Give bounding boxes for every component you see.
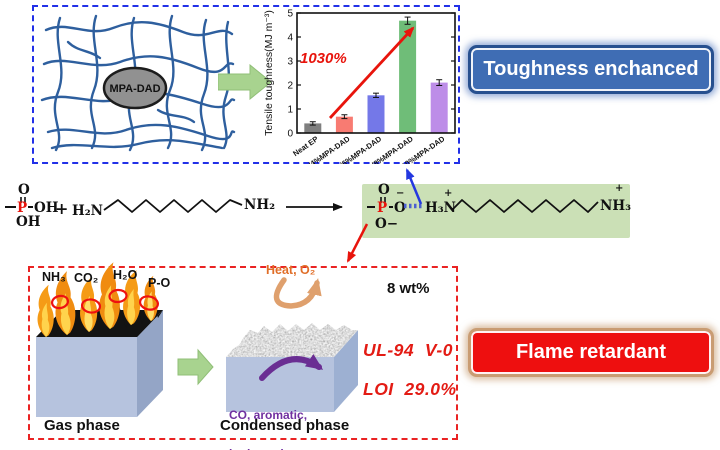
product-molecule: O P O − O− H₃N + NH₃ + bbox=[367, 182, 631, 232]
loi-value: LOI 29.0% bbox=[363, 379, 457, 399]
loading-label: 8 wt% bbox=[387, 280, 430, 297]
heat-arrow-icon bbox=[273, 277, 322, 309]
volatiles-line1: CO, aromatic, bbox=[229, 408, 308, 422]
product-h3n-charge: + bbox=[444, 188, 452, 199]
flame-badge: Flame retardant bbox=[468, 328, 714, 377]
product-chain bbox=[451, 199, 599, 213]
product-o-bridge: O bbox=[394, 200, 406, 216]
heat-o2-label: Heat, O₂ bbox=[266, 263, 316, 277]
svg-text:3: 3 bbox=[287, 57, 293, 68]
burning-cube bbox=[36, 262, 163, 417]
gas-bubble-circles bbox=[50, 288, 160, 314]
flame-figure bbox=[36, 262, 358, 417]
svg-text:4: 4 bbox=[287, 33, 293, 44]
green-arrow-icon bbox=[218, 64, 272, 100]
mpa-dad-ellipse-label: MPA-DAD bbox=[109, 83, 160, 95]
plus-sign: + bbox=[55, 199, 68, 218]
product-p: P bbox=[377, 200, 387, 216]
blue-up-arrow-icon bbox=[405, 168, 423, 205]
toughness-panel bbox=[32, 5, 460, 164]
polymer-network-figure: MPA-DAD bbox=[40, 14, 236, 152]
toughness-badge: Toughness enchanced bbox=[468, 45, 714, 94]
bar-EP/10%MPA-DAD bbox=[430, 82, 448, 133]
bar-Neat EP bbox=[304, 123, 322, 133]
volatiles-line2: hydrocarbons, etc bbox=[229, 448, 333, 450]
ul94-rating: UL-94 V-0 bbox=[363, 340, 453, 360]
product-highlight bbox=[362, 184, 630, 238]
svg-text:Tensile toughness(MJ m⁻³): Tensile toughness(MJ m⁻³) bbox=[263, 10, 275, 136]
diamine-chain bbox=[103, 199, 243, 213]
gas-phase-label: Gas phase bbox=[44, 417, 120, 434]
product-bridge-charge: − bbox=[396, 188, 404, 199]
mpa-oh-right: OH bbox=[34, 200, 59, 216]
svg-text:Neat EP: Neat EP bbox=[291, 134, 320, 158]
red-down-arrow-icon bbox=[346, 223, 369, 263]
gas-label-po: P-O bbox=[148, 276, 171, 290]
flame-badge-label: Flame retardant bbox=[515, 341, 667, 363]
diamine-molecule: H₂N NH₂ bbox=[72, 197, 275, 219]
mpa-molecule: O P OH OH bbox=[5, 182, 59, 230]
svg-text:1: 1 bbox=[287, 105, 293, 116]
product-nh3-charge: + bbox=[615, 183, 623, 194]
svg-text:2: 2 bbox=[287, 81, 293, 92]
diamine-nh2: NH₂ bbox=[244, 197, 275, 213]
svg-text:1030%: 1030% bbox=[300, 50, 347, 67]
mpa-p: P bbox=[17, 200, 27, 216]
toughness-badge-label: Toughness enchanced bbox=[483, 58, 699, 80]
product-o-below: O− bbox=[375, 216, 398, 232]
mpa-oh-below: OH bbox=[16, 214, 41, 230]
mpa-o: O bbox=[18, 182, 30, 198]
product-o: O bbox=[378, 182, 390, 198]
svg-text:0: 0 bbox=[287, 129, 293, 140]
svg-text:5: 5 bbox=[287, 9, 293, 20]
char-layer bbox=[226, 323, 358, 357]
condensed-phase-label: Condensed phase bbox=[220, 417, 350, 434]
green-arrow-icon-2 bbox=[177, 348, 214, 386]
diamine-h2n: H₂N bbox=[72, 203, 103, 219]
volatiles-arrow-icon bbox=[259, 354, 324, 381]
product-h3n: H₃N bbox=[425, 200, 456, 216]
bar-EP/4%MPA-DAD bbox=[335, 116, 353, 133]
gas-label-nh3: NH₃ bbox=[42, 270, 66, 284]
gas-label-co2: CO₂ bbox=[74, 271, 99, 285]
condensed-cube bbox=[226, 277, 358, 412]
product-nh3: NH₃ bbox=[600, 198, 631, 214]
mpa-dad-ellipse bbox=[102, 66, 168, 110]
bar-EP/8%MPA-DAD bbox=[399, 20, 417, 133]
bar-EP/6%MPA-DAD bbox=[367, 95, 385, 133]
flame-panel bbox=[28, 266, 458, 440]
reaction-figure: O P OH OH + H₂N NH₂ O P O − O− bbox=[5, 168, 631, 263]
volatiles-label: CO, aromatic, hydrocarbons, etc bbox=[229, 383, 333, 450]
gas-label-h2o: H₂O bbox=[113, 268, 138, 282]
